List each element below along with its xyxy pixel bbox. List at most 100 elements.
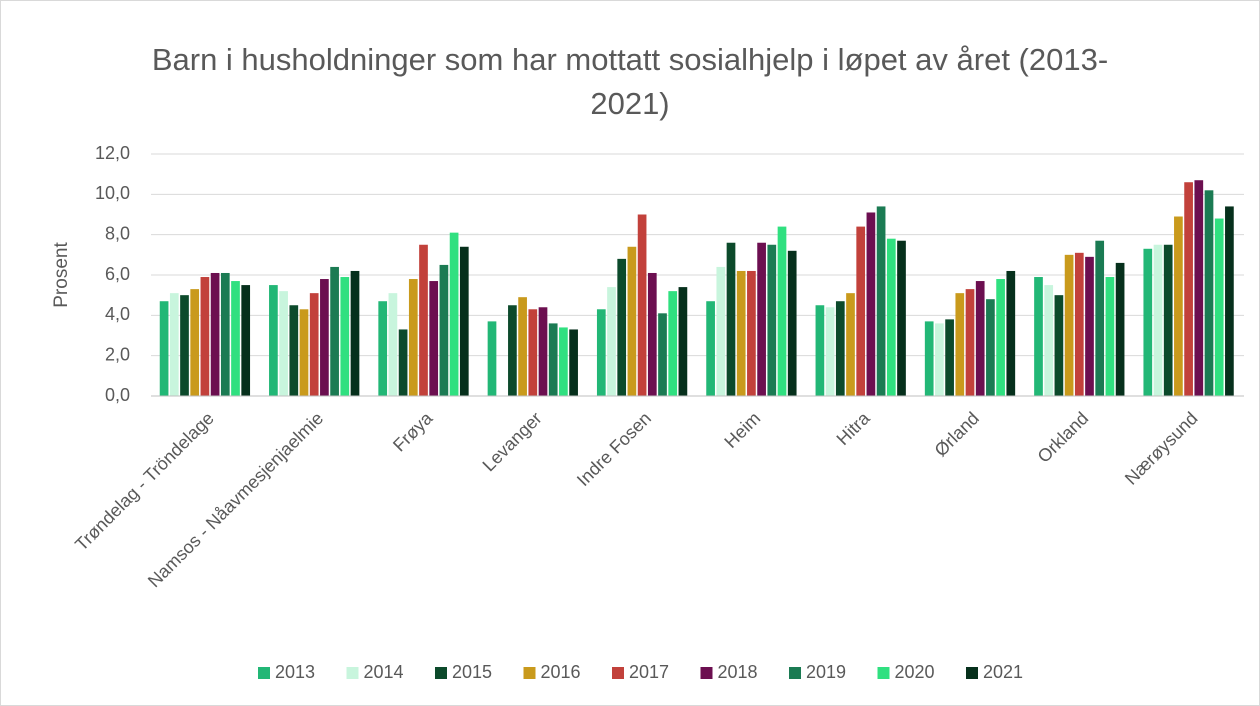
legend-label: 2016: [541, 662, 581, 682]
x-tick-label: Heim: [720, 408, 764, 452]
x-tick-label: Namsos - Nåavmesjenjaelmie: [144, 408, 327, 591]
bar: [459, 246, 469, 396]
bar: [1194, 180, 1204, 396]
legend-label: 2013: [275, 662, 315, 682]
bar: [1174, 216, 1183, 396]
bar: [1085, 256, 1094, 396]
x-tick-label: Indre Fosen: [573, 408, 655, 490]
bar: [508, 305, 517, 396]
bar: [1054, 295, 1064, 396]
bar: [449, 232, 459, 396]
bar: [647, 272, 657, 396]
bar: [340, 277, 350, 396]
bar: [1143, 248, 1153, 396]
bar: [398, 329, 408, 396]
legend-label: 2021: [983, 662, 1023, 682]
x-tick-label: Levanger: [479, 408, 546, 475]
y-tick-label: 6,0: [105, 264, 130, 284]
bar: [1095, 240, 1105, 396]
y-tick-label: 0,0: [105, 385, 130, 405]
bar: [210, 272, 220, 396]
bar: [986, 299, 995, 396]
legend-swatch: [435, 667, 447, 679]
bar: [241, 285, 251, 396]
y-tick-label: 10,0: [95, 183, 130, 203]
bar: [1214, 218, 1224, 396]
bar: [965, 289, 975, 396]
bar: [596, 309, 606, 396]
bar: [955, 293, 965, 396]
legend-swatch: [612, 667, 624, 679]
bar: [231, 281, 240, 396]
bar: [548, 323, 558, 396]
bar: [996, 279, 1005, 396]
legend-swatch: [700, 667, 713, 679]
bar: [757, 242, 766, 396]
bar: [518, 297, 527, 396]
y-tick-label: 4,0: [105, 304, 130, 324]
bar: [279, 291, 288, 396]
legend-label: 2015: [452, 662, 492, 682]
bar: [408, 279, 418, 396]
bar: [825, 307, 835, 396]
bar: [617, 258, 627, 396]
legend-label: 2020: [895, 662, 935, 682]
bar: [924, 321, 934, 396]
x-tick-label: Frøya: [389, 407, 437, 455]
bar: [886, 238, 896, 396]
bar: [1153, 244, 1163, 396]
bar: [787, 250, 797, 396]
bar: [350, 270, 360, 396]
bar: [299, 309, 309, 396]
bar: [736, 270, 746, 396]
bar: [846, 293, 855, 396]
bar: [528, 309, 538, 396]
bar: [897, 240, 906, 396]
bar: [1044, 285, 1054, 396]
y-axis-label: Prosent: [51, 242, 72, 308]
bar: [726, 242, 736, 396]
legend-label: 2018: [718, 662, 758, 682]
bar: [815, 305, 825, 396]
bar: [747, 270, 756, 396]
legend-swatch: [258, 667, 270, 679]
bar: [169, 293, 179, 396]
bar: [200, 277, 210, 396]
bar: [935, 323, 944, 396]
legend-label: 2017: [629, 662, 669, 682]
legend-swatch: [877, 667, 890, 679]
legend-swatch: [966, 667, 978, 679]
bar: [607, 287, 616, 396]
bar: [1184, 182, 1193, 396]
bar: [637, 214, 647, 396]
y-tick-label: 2,0: [105, 344, 130, 364]
bar: [1034, 277, 1043, 396]
legend-label: 2014: [364, 662, 404, 682]
bar: [559, 327, 568, 396]
bar: [190, 289, 200, 396]
bar: [945, 319, 954, 396]
bar: [1225, 206, 1234, 396]
y-tick-label: 12,0: [95, 143, 130, 163]
bar: [180, 295, 189, 396]
x-tick-label: Nærøysund: [1121, 408, 1202, 489]
bar: [269, 285, 278, 396]
x-tick-label: Orkland: [1034, 408, 1093, 467]
bar: [1006, 270, 1016, 396]
legend-label: 2019: [806, 662, 846, 682]
bar: [1115, 262, 1125, 396]
bar: [378, 301, 388, 396]
y-tick-label: 8,0: [105, 223, 130, 243]
x-tick-label: Hitra: [833, 407, 875, 449]
bar: [220, 272, 230, 396]
bar: [856, 226, 866, 396]
bar: [678, 287, 688, 396]
bar: [1074, 252, 1084, 396]
bar: [975, 281, 985, 396]
bar: [320, 279, 329, 396]
bar: [777, 226, 787, 396]
bar: [767, 244, 777, 396]
bar: [1105, 277, 1115, 396]
bar: [569, 329, 578, 396]
